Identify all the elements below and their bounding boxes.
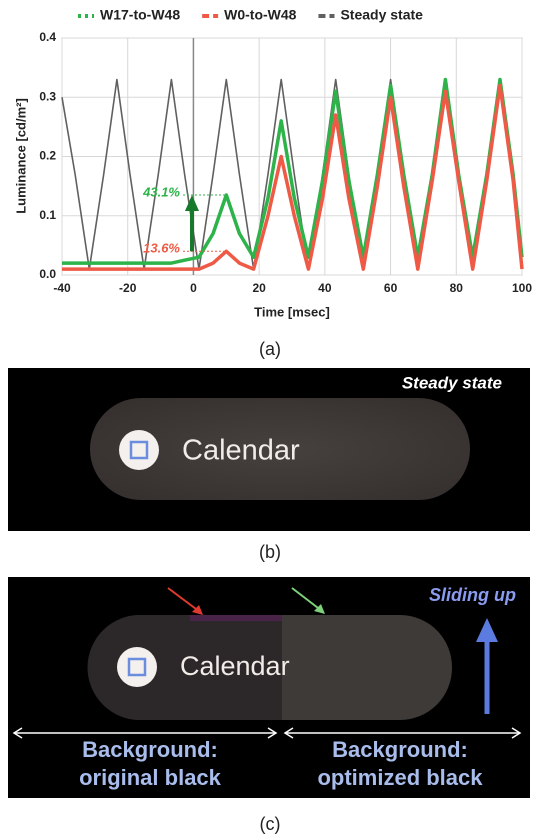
app-icon [117,647,157,687]
x-tick-label: 80 [450,281,464,295]
x-axis-label: Time [msec] [254,304,330,319]
x-tick-label: -40 [53,281,71,295]
caption: (a) [259,339,281,359]
app-label: Calendar [180,651,290,681]
y-axis-label: Luminance [cd/m²] [13,98,28,214]
caption: (b) [259,542,281,562]
icon-glyph [127,657,147,677]
region-label: Background: [82,737,218,762]
x-tick-label: -20 [119,281,137,295]
region-label: original black [79,765,222,790]
chart: 0.0 0.1 0.2 0.3 0.4 -40 -20 0 20 40 60 80 100 W17-to-… [39,7,532,295]
arrowhead [314,604,325,614]
legend-label: W0-to-W48 [224,7,297,23]
legend-label: W17-to-W48 [100,7,180,23]
x-tick-label: 20 [252,281,266,295]
y-tick-label: 0.2 [39,149,56,163]
legend-label: Steady state [340,7,423,23]
app-icon [119,430,159,470]
pill-original-half [87,615,283,720]
y-tick-label: 0.1 [39,208,56,222]
caption: (c) [260,814,281,834]
series-line [62,83,524,271]
y-tick-label: 0.4 [39,30,56,44]
x-tick-label: 0 [190,281,197,295]
annotation: 43.1% [142,184,180,199]
span-arrows [12,727,522,739]
region-label: optimized black [317,765,483,790]
x-tick-label: 60 [384,281,398,295]
x-tick-label: 40 [318,281,332,295]
pill [90,398,470,500]
panel-label: Steady state [402,373,502,392]
y-tick-label: 0.0 [39,267,56,281]
annotation-arrowhead [185,195,199,212]
panel-label: Sliding up [429,585,516,605]
y-tick-label: 0.3 [39,89,56,103]
pill-edge [190,615,282,621]
arrowhead [476,618,498,642]
region-label: Background: [332,737,468,762]
arrow [291,587,323,612]
app-label: Calendar [182,435,300,467]
icon-glyph [129,440,149,460]
arrowhead [192,605,203,615]
x-tick-label: 100 [512,281,532,295]
arrow [167,587,201,613]
annotation: 13.6% [143,241,180,256]
